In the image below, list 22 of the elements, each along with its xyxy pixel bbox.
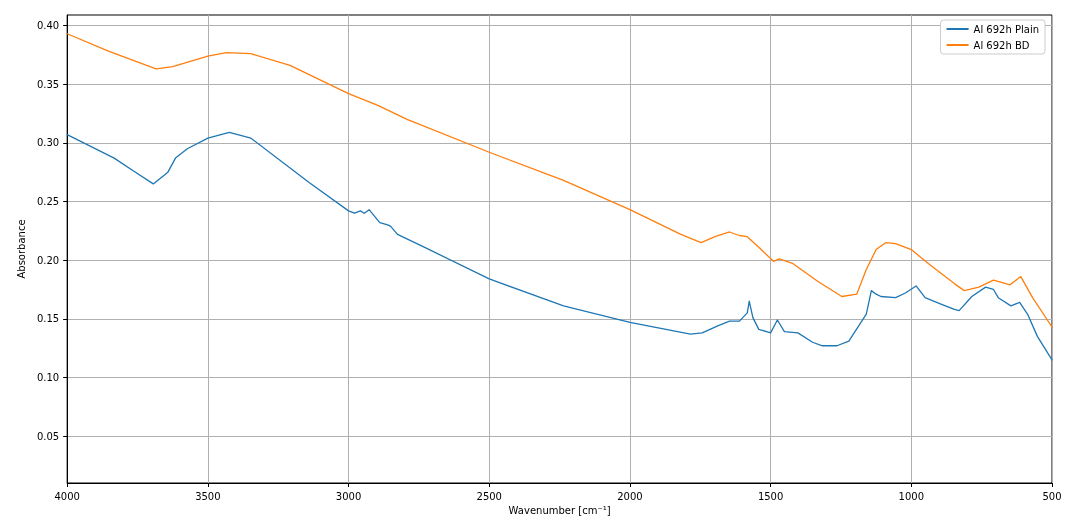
x-tick-label: 500: [1042, 490, 1062, 502]
y-tick-label: 0.20: [36, 254, 60, 266]
y-tick-label: 0.35: [36, 78, 60, 90]
line-series: [66, 33, 1053, 328]
y-axis-title: Absorbance: [15, 219, 27, 279]
x-tick-label: 3500: [195, 490, 221, 502]
y-tick-label: 0.25: [36, 196, 60, 207]
x-tick-label: 3000: [335, 490, 362, 502]
x-tick-label: 2500: [476, 490, 502, 502]
y-tick-label: 0.30: [36, 137, 60, 149]
y-tick-label: 0.05: [36, 430, 60, 442]
x-tick-label: 2000: [617, 490, 643, 502]
x-tick-label: 4000: [54, 490, 80, 502]
x-tick-label: 1500: [757, 490, 784, 502]
y-tick-label: 0.40: [36, 20, 60, 32]
y-tick-label: 0.10: [36, 371, 60, 383]
y-tick-label: 0.15: [36, 313, 60, 325]
x-tick-label: 1000: [898, 490, 925, 502]
legend-label: Al 692h BD: [973, 39, 1030, 51]
line-series: [66, 131, 1053, 361]
legend-label: Al 692h Plain: [973, 23, 1040, 35]
x-axis-title: Wavenumber [cm⁻¹]: [508, 505, 611, 517]
